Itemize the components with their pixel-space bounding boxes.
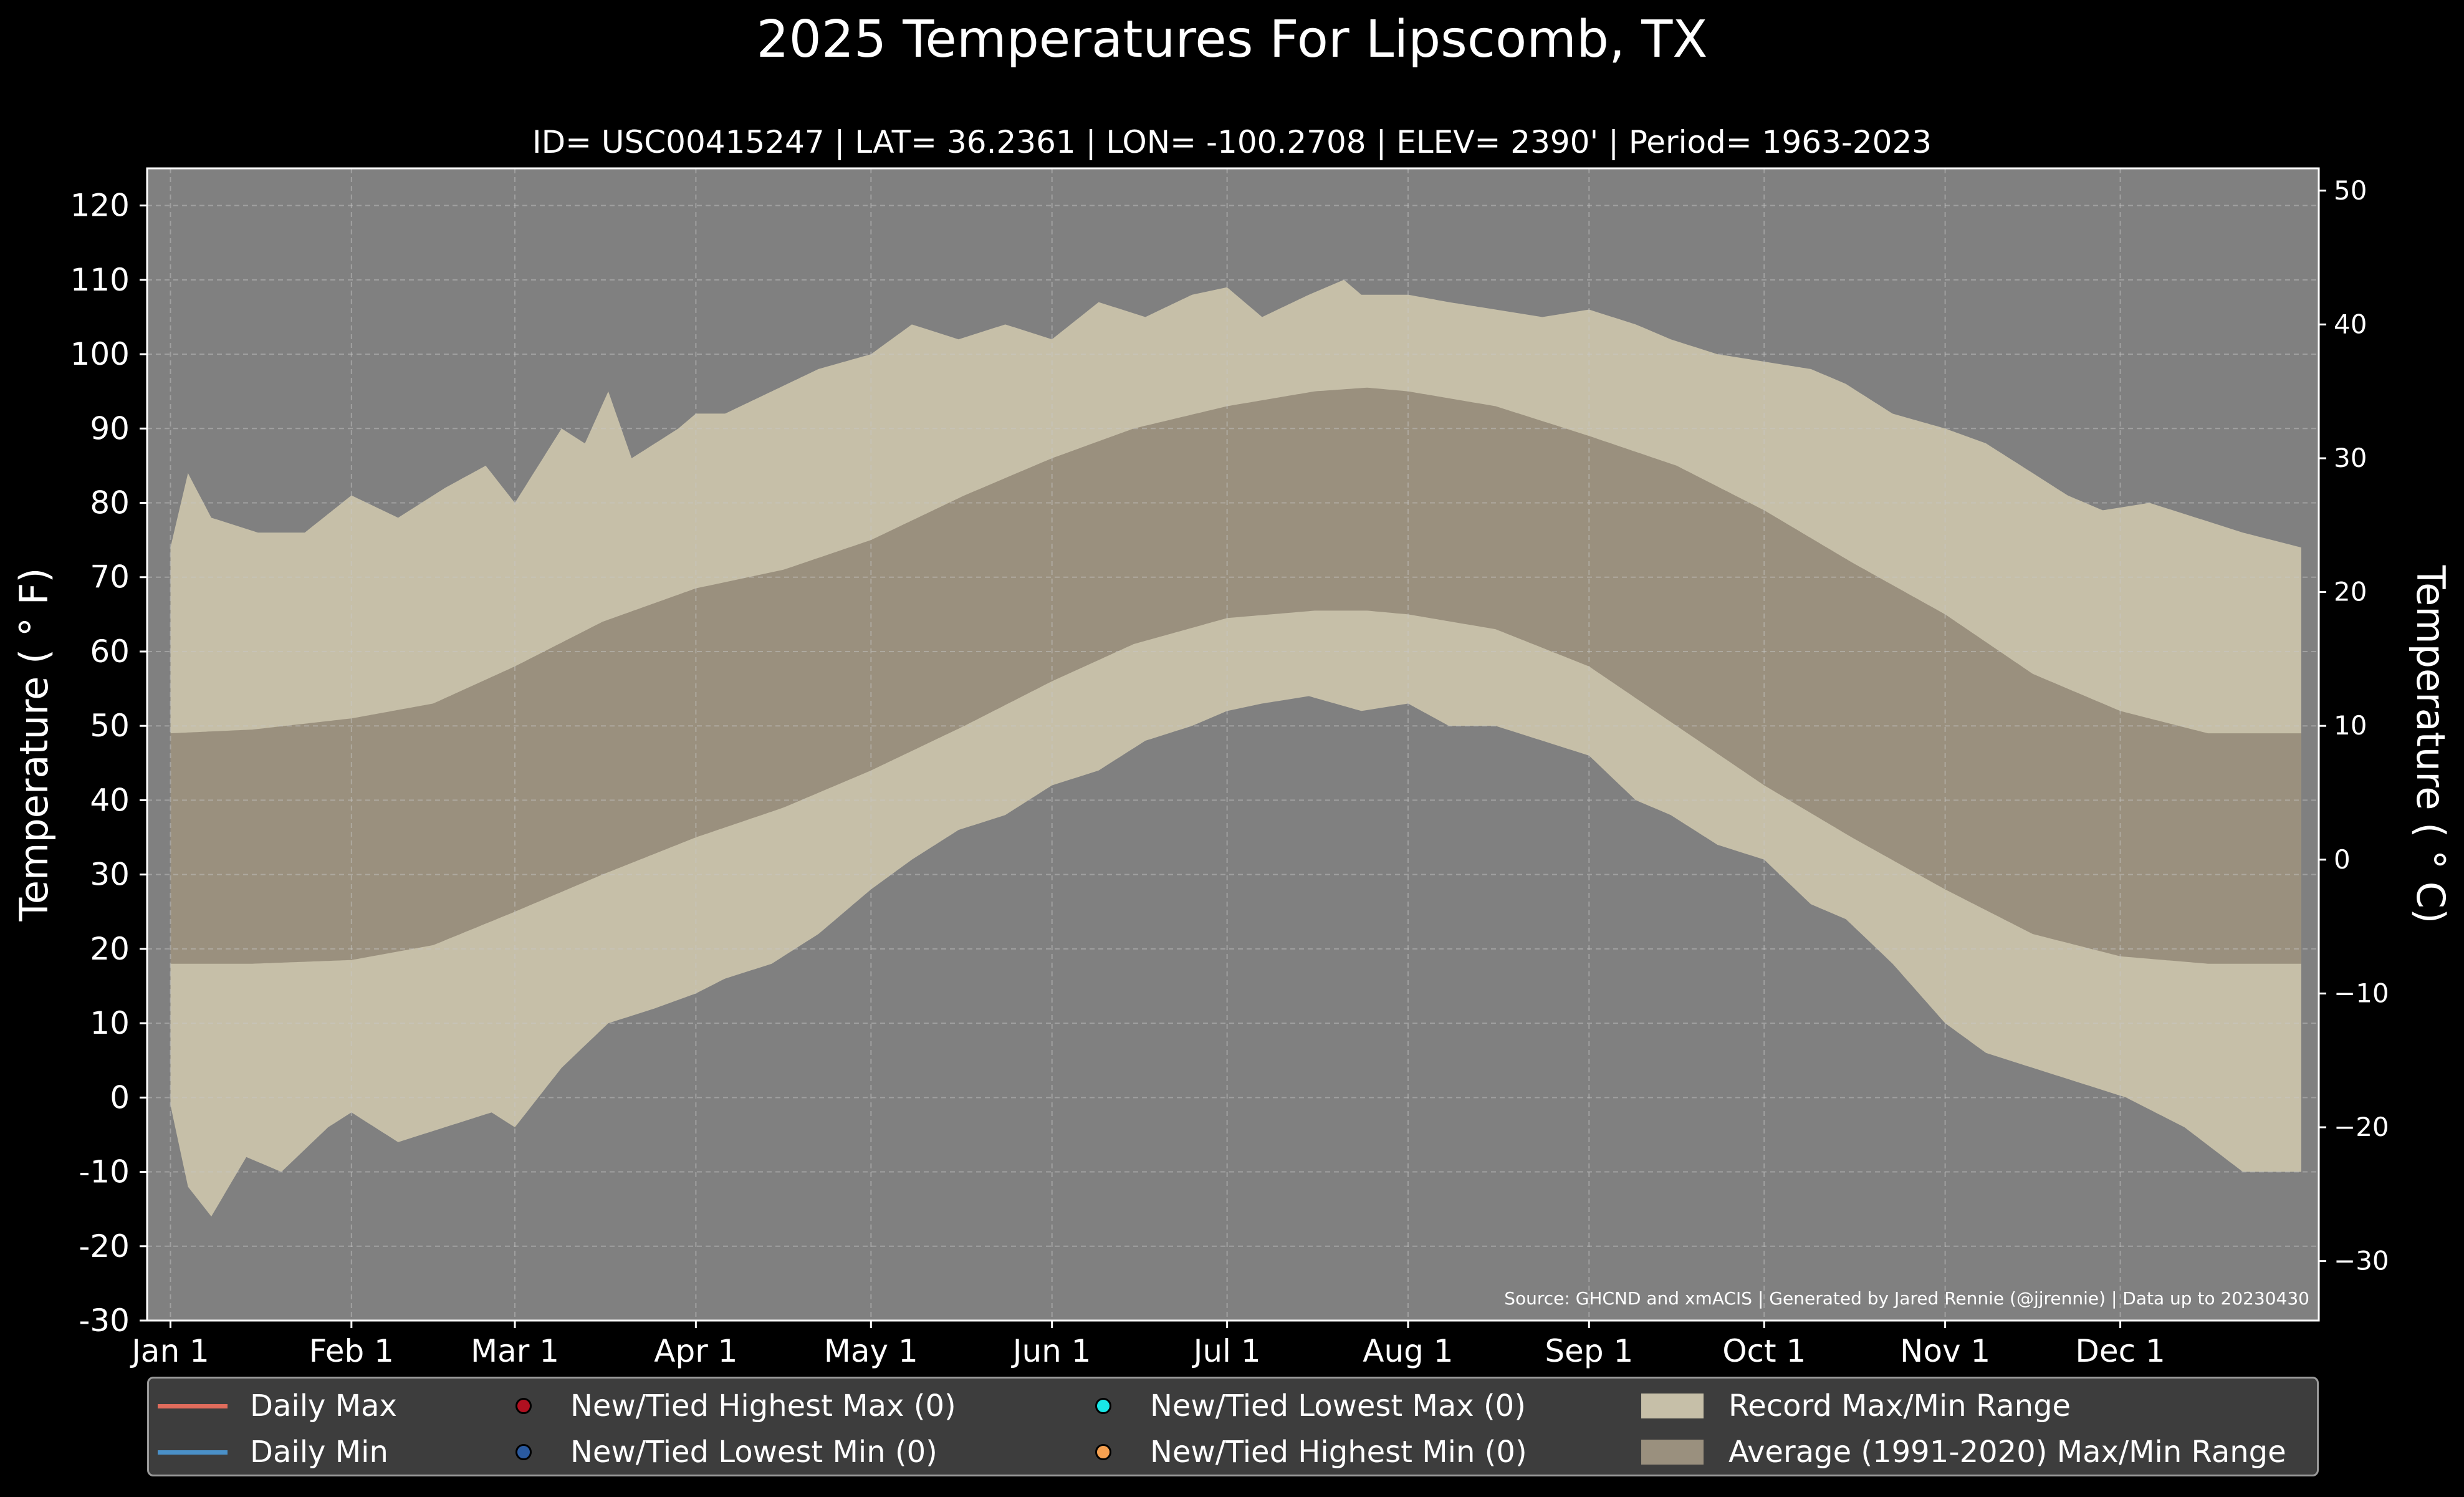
x-tick-label: Nov 1 — [1900, 1333, 1990, 1369]
average-range-swatch — [1641, 1440, 1704, 1465]
legend-highest-min: New/Tied Highest Min (0) — [1064, 1432, 1527, 1472]
x-tick-label: Dec 1 — [2075, 1333, 2165, 1369]
y-right-tick-label: 0 — [2334, 844, 2351, 875]
y-axis-left: -30 -20 -10 0 10 20 30 40 50 60 70 80 90 100 110 120 — [70, 188, 147, 1339]
daily-min-swatch — [158, 1450, 228, 1455]
y-tick-label: -10 — [79, 1154, 130, 1190]
legend-daily-max-label: Daily Max — [250, 1389, 397, 1423]
legend-lowest-max-label: New/Tied Lowest Max (0) — [1150, 1389, 1526, 1423]
x-tick-label: Sep 1 — [1545, 1333, 1633, 1369]
y-tick-label: 30 — [90, 857, 130, 893]
y-tick-label: 50 — [90, 708, 130, 744]
plot-frame — [146, 167, 2320, 1322]
y-axis-label-left: Temperature ( ° F) — [11, 568, 57, 922]
lowest-max-marker — [1095, 1398, 1111, 1414]
y-right-tick-label: 50 — [2334, 175, 2367, 206]
x-tick-label: May 1 — [824, 1333, 918, 1369]
legend-record-range: Record Max/Min Range — [1641, 1386, 2071, 1426]
x-tick-label: Apr 1 — [654, 1333, 737, 1369]
y-right-tick-label: 40 — [2334, 309, 2367, 339]
legend-average-range-label: Average (1991-2020) Max/Min Range — [1728, 1435, 2286, 1470]
y-tick-label: 20 — [90, 931, 130, 967]
legend-highest-max: New/Tied Highest Max (0) — [484, 1386, 956, 1426]
y-tick-label: -20 — [79, 1228, 130, 1264]
highest-min-marker — [1095, 1444, 1111, 1460]
y-tick-label: 80 — [90, 485, 130, 521]
y-right-tick-label: 10 — [2334, 710, 2367, 741]
y-tick-label: 90 — [90, 410, 130, 446]
y-tick-label: 40 — [90, 782, 130, 818]
y-right-tick-label: −30 — [2334, 1246, 2389, 1276]
y-tick-label: 0 — [110, 1079, 130, 1115]
y-tick-label: 120 — [70, 188, 130, 224]
highest-max-marker — [515, 1398, 532, 1414]
legend-daily-min-label: Daily Min — [250, 1435, 388, 1470]
x-tick-label: Oct 1 — [1722, 1333, 1806, 1369]
x-tick-label: Jun 1 — [1011, 1333, 1091, 1369]
daily-max-swatch — [158, 1403, 228, 1408]
grid-lines — [147, 168, 2319, 1321]
x-tick-label: Mar 1 — [471, 1333, 559, 1369]
legend-lowest-min-label: New/Tied Lowest Min (0) — [570, 1435, 937, 1470]
chart-subtitle: ID= USC00415247 | LAT= 36.2361 | LON= -1… — [532, 124, 1932, 160]
y-tick-label: 60 — [90, 633, 130, 670]
y-tick-label: 100 — [70, 336, 130, 372]
legend-lowest-min: New/Tied Lowest Min (0) — [484, 1432, 937, 1472]
y-tick-label: 70 — [90, 559, 130, 595]
x-tick-label: Jul 1 — [1192, 1333, 1261, 1369]
y-tick-label: 10 — [90, 1005, 130, 1041]
x-tick-label: Aug 1 — [1363, 1333, 1453, 1369]
record-range-swatch — [1641, 1394, 1704, 1418]
y-axis-label-right: Temperature ( ° C) — [2408, 565, 2453, 924]
legend-highest-min-label: New/Tied Highest Min (0) — [1150, 1435, 1527, 1470]
legend-average-range: Average (1991-2020) Max/Min Range — [1641, 1432, 2286, 1472]
legend-record-range-label: Record Max/Min Range — [1728, 1389, 2071, 1423]
y-right-tick-label: −10 — [2334, 978, 2389, 1008]
average-max-min-band — [170, 387, 2301, 964]
y-tick-label: 110 — [70, 262, 130, 298]
source-note: Source: GHCND and xmACIS | Generated by … — [1504, 1288, 2309, 1309]
y-right-tick-label: 30 — [2334, 443, 2367, 473]
legend-daily-max: Daily Max — [158, 1386, 397, 1426]
legend-daily-min: Daily Min — [158, 1432, 388, 1472]
chart-title: 2025 Temperatures For Lipscomb, TX — [756, 10, 1708, 69]
legend: Daily Max Daily Min New/Tied Highest Max… — [147, 1377, 2319, 1476]
x-axis: Jan 1 Feb 1 Mar 1 Apr 1 May 1 Jun 1 Jul 1 Aug 1… — [130, 1321, 2165, 1369]
legend-highest-max-label: New/Tied Highest Max (0) — [570, 1389, 956, 1423]
lowest-min-marker — [515, 1444, 532, 1460]
y-tick-label: -30 — [79, 1302, 130, 1339]
y-right-tick-label: 20 — [2334, 577, 2367, 607]
x-tick-label: Feb 1 — [309, 1333, 394, 1369]
x-tick-label: Jan 1 — [130, 1333, 209, 1369]
y-right-tick-label: −20 — [2334, 1112, 2389, 1142]
y-axis-right: −30 −20 −10 0 10 20 30 40 50 — [2319, 175, 2389, 1276]
legend-lowest-max: New/Tied Lowest Max (0) — [1064, 1386, 1526, 1426]
